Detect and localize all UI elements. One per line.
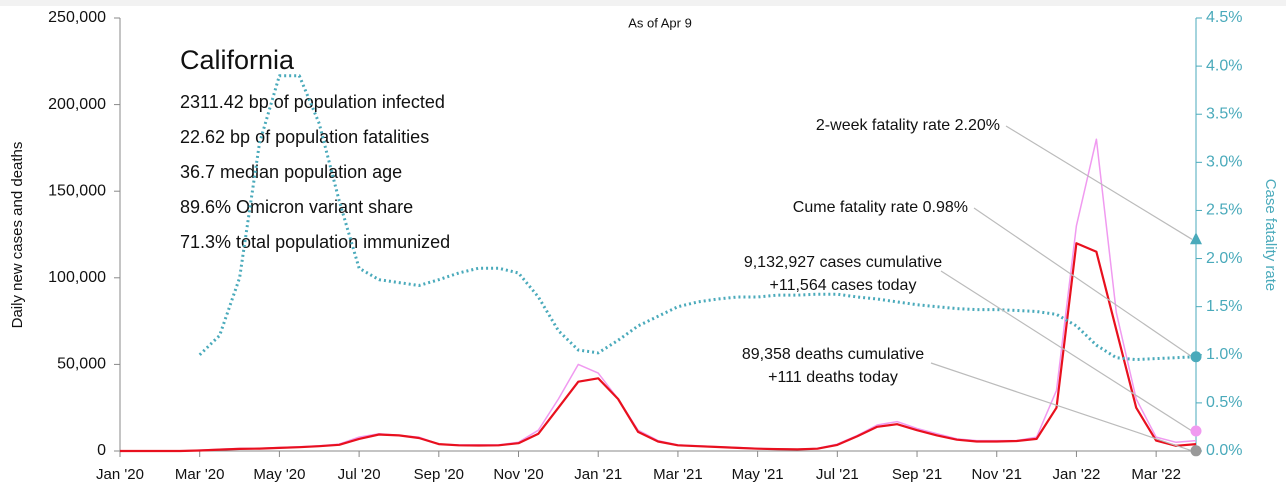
y2-axis-label: Case fatality rate (1262, 179, 1279, 292)
y2-tick-label: 0.5% (1206, 394, 1242, 411)
y-tick-label: 100,000 (48, 269, 106, 286)
y2-tick-label: 2.5% (1206, 202, 1242, 219)
stat-line: 36.7 median population age (180, 162, 402, 182)
end-marker (1190, 351, 1202, 363)
y-axis-label: Daily new cases and deaths (9, 142, 26, 329)
y2-tick-label: 1.5% (1206, 298, 1242, 315)
series-line (120, 242, 1197, 453)
x-tick-label: Jul '21 (816, 466, 859, 483)
annotation-text: 2-week fatality rate 2.20% (816, 117, 1000, 134)
y2-tick-label: 1.0% (1206, 346, 1242, 363)
top-band (0, 0, 1286, 6)
stat-line: 22.62 bp of population fatalities (180, 127, 429, 147)
y2-tick-label: 3.5% (1206, 105, 1242, 122)
x-tick-label: Jan '22 (1052, 466, 1100, 483)
y2-tick-label: 3.0% (1206, 154, 1242, 171)
x-tick-label: May '20 (253, 466, 305, 483)
x-tick-label: Jul '20 (338, 466, 381, 483)
x-tick-label: Mar '21 (653, 466, 703, 483)
chart-subtitle: As of Apr 9 (628, 15, 692, 30)
y-tick-label: 150,000 (48, 182, 106, 199)
x-tick-label: Jan '21 (574, 466, 622, 483)
x-tick-label: Mar '22 (1131, 466, 1181, 483)
y-tick-label: 200,000 (48, 96, 106, 113)
annotation-leader (1005, 125, 1193, 240)
y2-tick-label: 2.0% (1206, 250, 1242, 267)
annotation-leader (973, 207, 1193, 358)
stat-line: 89.6% Omicron variant share (180, 197, 413, 217)
y-tick-label: 0 (97, 442, 106, 459)
y2-tick-label: 4.0% (1206, 57, 1242, 74)
annotation-leader (930, 362, 1193, 452)
x-tick-label: May '21 (732, 466, 784, 483)
annotation-text: +11,564 cases today (770, 277, 917, 294)
y2-tick-label: 4.5% (1206, 9, 1242, 26)
annotation-text: 89,358 deaths cumulative (742, 346, 924, 363)
x-tick-label: Jan '20 (96, 466, 144, 483)
x-tick-label: Mar '20 (175, 466, 225, 483)
x-tick-label: Nov '21 (972, 466, 1022, 483)
y-tick-label: 50,000 (57, 356, 106, 373)
annotation-text: +111 deaths today (768, 369, 898, 386)
stat-line: 71.3% total population immunized (180, 232, 450, 252)
series-line (198, 74, 1197, 362)
x-tick-label: Nov '20 (493, 466, 543, 483)
annotation-text: Cume fatality rate 0.98% (793, 199, 968, 216)
series-line (120, 138, 1197, 452)
y2-tick-label: 0.0% (1206, 442, 1242, 459)
end-marker (1190, 232, 1202, 245)
x-tick-label: Sep '20 (414, 466, 464, 483)
end-marker (1190, 425, 1202, 437)
annotation-leader (940, 270, 1193, 432)
y-tick-label: 250,000 (48, 9, 106, 26)
chart-title: California (180, 45, 295, 75)
end-marker (1190, 445, 1202, 457)
annotation-text: 9,132,927 cases cumulative (744, 254, 942, 271)
stat-line: 2311.42 bp of population infected (180, 92, 445, 112)
x-tick-label: Sep '21 (892, 466, 942, 483)
